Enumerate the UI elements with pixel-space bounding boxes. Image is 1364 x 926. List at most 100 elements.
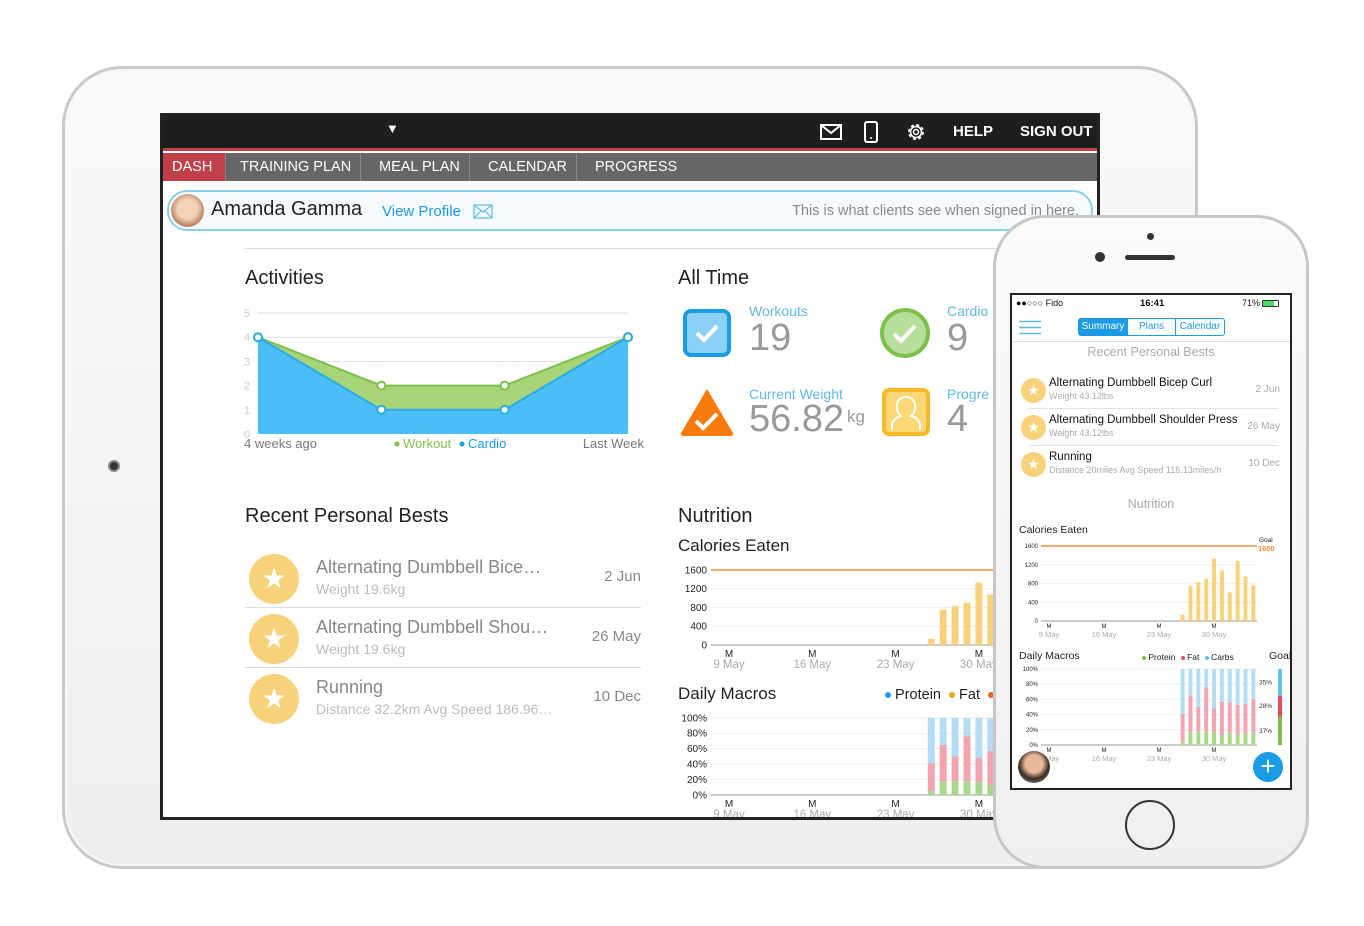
tab-calendar[interactable]: CALENDAR bbox=[479, 153, 577, 181]
macro-bar-carbs bbox=[927, 718, 935, 764]
personal-best-row[interactable]: ★ Alternating Dumbbell Bice… Weight 19.6… bbox=[245, 551, 641, 609]
macro-bar-carbs bbox=[939, 718, 947, 745]
macro-bar-fat bbox=[951, 756, 959, 782]
personal-best-row[interactable]: ★ Alternating Dumbbell Bicep Curl Weight… bbox=[1012, 373, 1290, 409]
legend-protein: Protein bbox=[895, 687, 941, 703]
pb-date: 26 May bbox=[1247, 421, 1280, 432]
tab-dash[interactable]: DASH bbox=[163, 153, 226, 181]
x-tick-day: M bbox=[1102, 624, 1107, 630]
divider bbox=[1012, 341, 1290, 342]
personal-best-row[interactable]: ★ Alternating Dumbbell Shou… Weight 19.6… bbox=[245, 611, 641, 669]
pb-detail: Weight 43.12lbs bbox=[1049, 391, 1114, 401]
pb-detail: Distance 20miles Avg Speed 116.13miles/h bbox=[1049, 465, 1222, 475]
segment-calendar[interactable]: Calendar bbox=[1175, 318, 1225, 336]
pb-title: Alternating Dumbbell Shou… bbox=[316, 617, 549, 637]
calorie-bar bbox=[1188, 585, 1193, 621]
x-tick-label: 4 weeks ago bbox=[244, 436, 317, 451]
x-tick-date: 9 May bbox=[1039, 630, 1060, 639]
personal-bests-title: Recent Personal Bests bbox=[245, 505, 449, 527]
client-view-notice: This is what clients see when signed in … bbox=[792, 203, 1079, 219]
macro-bar-protein bbox=[951, 781, 959, 795]
ipad-screen: ▼ HELP SIGN OUT DASH TRAINING PLAN MEAL … bbox=[160, 113, 1100, 820]
all-time-title: All Time bbox=[678, 267, 750, 289]
x-tick-day: M bbox=[1047, 624, 1052, 630]
macro-bar-protein bbox=[1251, 732, 1256, 745]
y-tick-label: 0 bbox=[244, 429, 250, 441]
macro-bar-protein bbox=[939, 781, 947, 795]
mobile-icon[interactable] bbox=[864, 121, 878, 143]
caret-down-icon[interactable]: ▼ bbox=[386, 121, 399, 136]
divider bbox=[1028, 408, 1278, 409]
segment-summary[interactable]: Summary bbox=[1078, 318, 1128, 336]
y-tick-label: 80% bbox=[687, 729, 707, 740]
y-tick-label: 5 bbox=[244, 308, 250, 320]
macro-bar-fat bbox=[1235, 704, 1240, 735]
personal-best-row[interactable]: ★ Alternating Dumbbell Shoulder Press We… bbox=[1012, 410, 1290, 446]
legend-fat: Fat bbox=[959, 687, 980, 703]
macro-bar-fat bbox=[1227, 702, 1232, 733]
y-tick-label: 1200 bbox=[1025, 563, 1039, 569]
data-point-cardio bbox=[253, 332, 263, 343]
workouts-value: 19 bbox=[749, 317, 792, 359]
battery-percent: 71% bbox=[1242, 298, 1261, 308]
macro-bar-protein bbox=[1227, 732, 1232, 745]
activities-chart: 0 1 2 3 4 5 4 weeks ago Last Week Workout Cardio bbox=[244, 308, 644, 451]
pb-title: Running bbox=[316, 677, 384, 697]
mail-icon[interactable] bbox=[820, 124, 842, 140]
area-cardio bbox=[258, 337, 628, 434]
pb-date: 10 Dec bbox=[593, 688, 641, 705]
y-tick-label: 40% bbox=[1026, 713, 1039, 719]
tab-meal-plan[interactable]: MEAL PLAN bbox=[370, 153, 470, 181]
y-tick-label: 40% bbox=[687, 760, 707, 771]
macro-bar-carbs bbox=[1219, 669, 1224, 702]
data-point-cardio bbox=[376, 404, 387, 415]
x-tick-day: M bbox=[1212, 748, 1217, 754]
macro-bar-carbs bbox=[1188, 669, 1193, 696]
mail-icon[interactable] bbox=[473, 204, 493, 219]
macro-bar-carbs bbox=[975, 718, 983, 759]
goal-label: Goal bbox=[1259, 537, 1273, 544]
calorie-bar bbox=[987, 594, 995, 645]
home-button[interactable] bbox=[1125, 800, 1175, 850]
x-tick-day: M bbox=[808, 799, 816, 810]
macro-bar-fat bbox=[1251, 699, 1256, 733]
add-button[interactable]: + bbox=[1253, 752, 1283, 782]
legend-protein: Protein bbox=[1148, 652, 1176, 662]
gear-icon[interactable] bbox=[905, 121, 927, 143]
nutrition-title: Nutrition bbox=[678, 505, 753, 527]
progress-label: Progre bbox=[947, 386, 990, 402]
avatar[interactable] bbox=[1018, 751, 1050, 783]
y-tick-label: 0% bbox=[1029, 743, 1038, 749]
x-tick-day: M bbox=[1212, 624, 1217, 630]
macro-bar-protein bbox=[1243, 733, 1248, 745]
sign-out-link[interactable]: SIGN OUT bbox=[1020, 123, 1093, 140]
segment-plans[interactable]: Plans bbox=[1127, 318, 1176, 336]
ipad-camera bbox=[108, 460, 120, 472]
hamburger-menu-icon[interactable] bbox=[1019, 320, 1041, 335]
x-tick-date: 30 May bbox=[960, 809, 998, 820]
tab-training-plan[interactable]: TRAINING PLAN bbox=[231, 153, 362, 181]
macro-bar-protein bbox=[1204, 731, 1209, 745]
y-tick-label: 0 bbox=[1035, 619, 1039, 625]
view-profile-link[interactable]: View Profile bbox=[382, 203, 461, 220]
x-tick-date: 9 May bbox=[713, 809, 745, 820]
calorie-bar bbox=[927, 638, 935, 645]
macro-bar-fat bbox=[963, 736, 971, 782]
star-icon: ★ bbox=[1021, 378, 1046, 403]
pb-date: 10 Dec bbox=[1248, 458, 1280, 469]
calorie-bar bbox=[1235, 561, 1240, 621]
iphone-speaker bbox=[1125, 255, 1175, 260]
macro-bar-protein bbox=[975, 781, 983, 795]
iphone-camera bbox=[1095, 252, 1105, 262]
avatar[interactable] bbox=[171, 194, 204, 227]
y-tick-label: 100% bbox=[1023, 667, 1039, 673]
y-tick-label: 0% bbox=[693, 790, 708, 801]
tab-progress[interactable]: PROGRESS bbox=[595, 159, 678, 175]
personal-best-row[interactable]: ★ Running Distance 20miles Avg Speed 116… bbox=[1012, 447, 1290, 483]
personal-best-row[interactable]: ★ Running Distance 32.2km Avg Speed 186.… bbox=[245, 671, 641, 729]
pb-detail: Weight 19.6kg bbox=[316, 581, 406, 597]
x-tick-date: 23 May bbox=[877, 809, 915, 820]
help-link[interactable]: HELP bbox=[953, 123, 994, 140]
